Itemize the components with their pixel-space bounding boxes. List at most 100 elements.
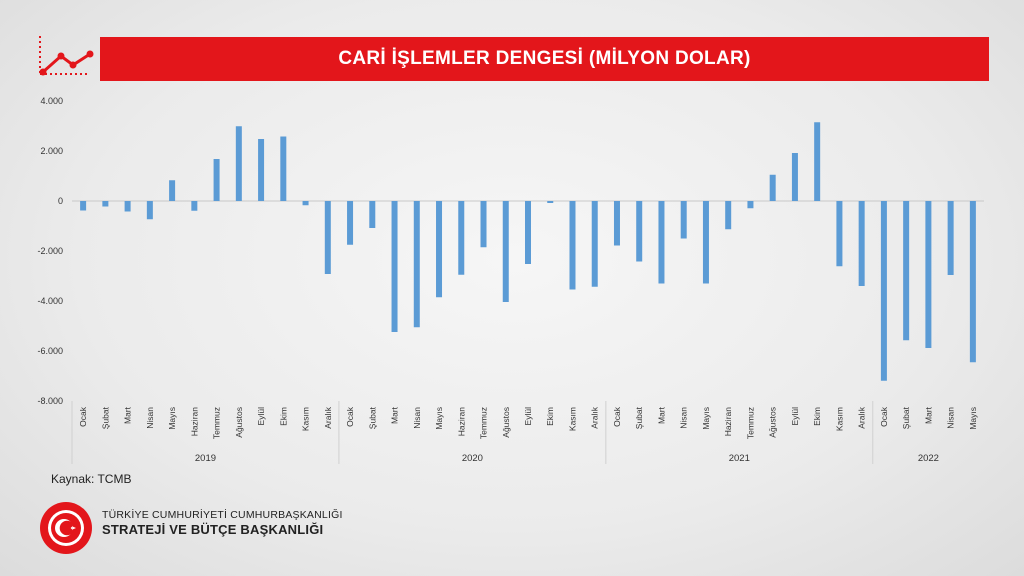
bar-2020-21 — [547, 201, 554, 203]
bar-2020-15 — [413, 201, 420, 328]
bar-2020-17 — [458, 201, 465, 275]
month-label: Mayıs — [167, 407, 177, 430]
bar-2019-4 — [169, 180, 176, 201]
bar-2021-35 — [858, 201, 865, 286]
month-label: Ekim — [545, 407, 555, 426]
y-tick-label: -2.000 — [37, 246, 63, 256]
bar-2022-36 — [880, 201, 887, 381]
month-label: Eylül — [523, 407, 533, 426]
y-tick-label: -8.000 — [37, 396, 63, 406]
month-label: Ağustos — [768, 407, 778, 438]
bar-2020-13 — [369, 201, 376, 228]
bar-2022-40 — [969, 201, 976, 363]
org-name-line2: STRATEJİ VE BÜTÇE BAŞKANLIĞI — [102, 522, 324, 537]
month-label: Mayıs — [434, 407, 444, 430]
month-label: Temmuz — [745, 407, 755, 439]
month-label: Nisan — [145, 407, 155, 429]
month-label: Ekim — [278, 407, 288, 426]
bar-2021-24 — [613, 201, 620, 246]
bar-2020-22 — [569, 201, 576, 290]
month-label: Aralık — [323, 406, 333, 428]
bar-2019-10 — [302, 201, 309, 206]
presidency-seal-icon — [40, 502, 92, 554]
month-label: Haziran — [456, 407, 466, 437]
month-label: Aralık — [590, 406, 600, 428]
month-label: Eylül — [256, 407, 266, 426]
bar-2020-18 — [480, 201, 487, 248]
bar-2021-25 — [636, 201, 643, 262]
bar-2021-31 — [769, 174, 776, 201]
bar-2019-7 — [235, 126, 242, 201]
month-label: Nisan — [946, 407, 956, 429]
month-label: Mart — [656, 406, 666, 424]
line-chart-icon — [39, 36, 94, 76]
month-label: Ağustos — [234, 407, 244, 438]
year-label: 2021 — [729, 453, 750, 464]
month-label: Mart — [123, 406, 133, 424]
month-label: Ağustos — [501, 407, 511, 438]
bar-2020-16 — [436, 201, 443, 298]
bar-2022-38 — [925, 201, 932, 348]
bar-2019-0 — [80, 201, 87, 211]
bar-2020-20 — [525, 201, 531, 264]
title-bar: CARİ İŞLEMLER DENGESİ (MİLYON DOLAR) — [100, 37, 989, 81]
year-label: 2020 — [462, 453, 483, 464]
month-label: Ekim — [812, 407, 822, 426]
month-label: Şubat — [367, 406, 377, 429]
month-label: Şubat — [634, 406, 644, 429]
bar-2021-26 — [658, 201, 665, 284]
month-label: Ocak — [345, 406, 355, 427]
month-label: Ocak — [612, 406, 622, 427]
y-tick-label: 2.000 — [40, 146, 63, 156]
bar-2021-30 — [747, 201, 754, 209]
y-tick-label: 0 — [58, 196, 63, 206]
bar-2020-19 — [502, 201, 509, 302]
month-label: Kasım — [834, 407, 844, 431]
bar-2019-6 — [213, 159, 220, 201]
bar-2019-2 — [124, 201, 131, 212]
bar-2019-3 — [146, 201, 153, 220]
bar-2021-33 — [814, 122, 821, 201]
month-label: Şubat — [901, 406, 911, 429]
bar-2019-5 — [191, 201, 198, 211]
bar-2019-1 — [102, 201, 109, 207]
bar-2021-28 — [702, 201, 709, 284]
chart-title: CARİ İŞLEMLER DENGESİ (MİLYON DOLAR) — [338, 48, 751, 69]
year-label: 2022 — [918, 453, 939, 464]
bar-2022-39 — [947, 201, 954, 275]
month-label: Şubat — [100, 406, 110, 429]
org-name-line1: TÜRKİYE CUMHURİYETİ CUMHURBAŞKANLIĞI — [102, 509, 343, 521]
month-label: Ocak — [879, 406, 889, 427]
bar-2021-27 — [680, 201, 687, 239]
bar-2019-11 — [324, 201, 331, 274]
y-tick-label: 4.000 — [40, 96, 63, 106]
month-label: Haziran — [189, 407, 199, 437]
bar-2019-8 — [258, 139, 265, 201]
bar-2021-32 — [791, 153, 798, 201]
month-label: Nisan — [679, 407, 689, 429]
month-label: Nisan — [412, 407, 422, 429]
month-label: Temmuz — [212, 407, 222, 439]
month-label: Ocak — [78, 406, 88, 427]
bar-2020-23 — [591, 201, 598, 287]
month-label: Kasım — [301, 407, 311, 431]
y-tick-label: -4.000 — [37, 296, 63, 306]
month-label: Mayıs — [701, 407, 711, 430]
year-label: 2019 — [195, 453, 216, 464]
y-tick-label: -6.000 — [37, 346, 63, 356]
bar-2020-14 — [391, 201, 398, 332]
bar-2019-9 — [280, 136, 287, 201]
month-label: Mayıs — [968, 407, 978, 430]
month-label: Eylül — [790, 407, 800, 426]
month-label: Temmuz — [479, 407, 489, 439]
month-label: Mart — [390, 406, 400, 424]
month-label: Haziran — [723, 407, 733, 437]
month-label: Aralık — [857, 406, 867, 428]
bar-2021-34 — [836, 201, 843, 267]
month-label: Mart — [923, 406, 933, 424]
bar-2021-29 — [725, 201, 732, 230]
source-note: Kaynak: TCMB — [51, 472, 132, 486]
month-label: Kasım — [567, 407, 577, 431]
bar-2020-12 — [347, 201, 354, 245]
